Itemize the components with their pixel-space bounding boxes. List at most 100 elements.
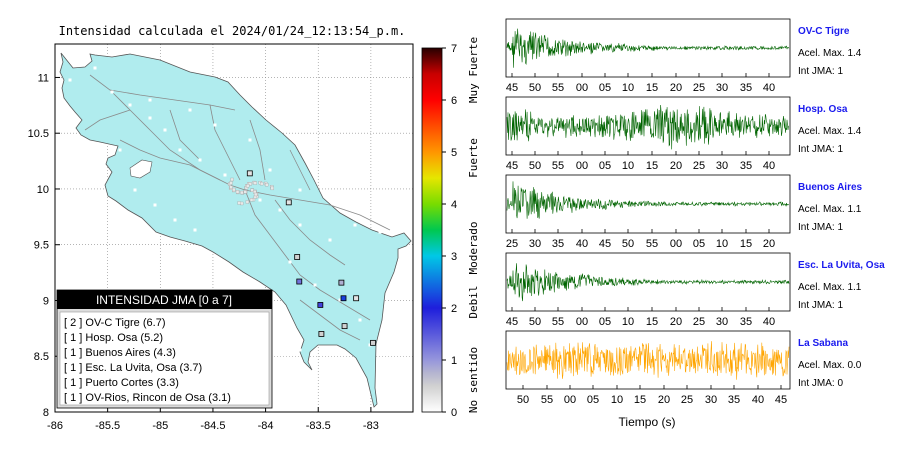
costa-rica-landmass bbox=[59, 52, 412, 408]
map-ytick-label: 9 bbox=[43, 295, 49, 307]
waveform-tick-label: 30 bbox=[716, 160, 728, 172]
waveform-int-jma: Int JMA: 1 bbox=[798, 66, 843, 77]
waveform-station-name: La Sabana bbox=[798, 338, 848, 349]
waveform-station-name: Hosp. Osa bbox=[798, 104, 848, 115]
map-ytick-label: 10 bbox=[37, 184, 49, 196]
waveform-tick-label: 30 bbox=[529, 238, 541, 250]
town-dot bbox=[230, 177, 234, 182]
station-marker bbox=[246, 170, 253, 177]
town-dot bbox=[278, 208, 282, 212]
waveform-acel-max: Acel. Max. 1.4 bbox=[798, 126, 862, 137]
legend-item: [ 2 ] OV-C Tigre (6.7) bbox=[64, 317, 165, 329]
road-line bbox=[289, 149, 311, 191]
legend-list-bg bbox=[59, 311, 270, 406]
town-markers bbox=[68, 66, 382, 352]
station-marker bbox=[341, 323, 348, 330]
town-dot bbox=[368, 343, 372, 347]
waveform-tick-label: 50 bbox=[622, 238, 634, 250]
waveform-tick-label: 15 bbox=[646, 316, 658, 328]
town-dot bbox=[173, 218, 177, 222]
colorbar-tick-label: 0 bbox=[451, 407, 457, 419]
waveform-tick-label: 50 bbox=[529, 316, 541, 328]
town-dot bbox=[198, 158, 202, 162]
legend-header bbox=[57, 290, 272, 309]
station-marker bbox=[318, 331, 325, 337]
waveform-tick-label: 05 bbox=[599, 82, 611, 94]
waveform-tick-label: 40 bbox=[576, 238, 588, 250]
town-dot bbox=[213, 123, 217, 127]
town-dot bbox=[237, 201, 241, 205]
map-xtick-label: -84.5 bbox=[200, 420, 225, 432]
town-dot bbox=[288, 260, 292, 264]
road-line bbox=[244, 189, 391, 231]
map-ytick-label: 9.5 bbox=[34, 240, 49, 252]
map-xtick-label: -84 bbox=[258, 420, 274, 432]
waveform-frame bbox=[505, 174, 791, 234]
waveform-tick-label: 10 bbox=[622, 316, 634, 328]
map-xtick-label: -83 bbox=[363, 420, 379, 432]
town-dot bbox=[128, 103, 132, 107]
town-dot bbox=[313, 283, 317, 287]
town-dot bbox=[163, 128, 167, 132]
intensity-legend: INTENSIDAD JMA [0 a 7] [ 2 ] OV-C Tigre … bbox=[56, 289, 273, 409]
road-line bbox=[169, 109, 201, 161]
town-dot bbox=[229, 185, 233, 189]
waveform-tick-label: 15 bbox=[634, 394, 646, 406]
road-line bbox=[209, 104, 241, 181]
waveform-tick-label: 30 bbox=[705, 394, 717, 406]
waveform-tick-label: 50 bbox=[517, 394, 529, 406]
colorbar-category-label: Fuerte bbox=[467, 138, 480, 178]
waveform-tick-label: 35 bbox=[740, 316, 752, 328]
legend-item: [ 1 ] Hosp. Osa (5.2) bbox=[64, 332, 163, 344]
waveform-tick-label: 45 bbox=[506, 316, 518, 328]
town-dot bbox=[246, 184, 250, 188]
waveform-tick-label: 35 bbox=[552, 238, 564, 250]
waveform-tick-label: 20 bbox=[670, 82, 682, 94]
town-dot bbox=[133, 188, 137, 192]
waveform-tick-label: 25 bbox=[693, 160, 705, 172]
waveform-tick-label: 05 bbox=[599, 316, 611, 328]
town-dot bbox=[328, 238, 332, 242]
map-ytick-label: 8.5 bbox=[34, 351, 49, 363]
colorbar-category-label: Debil bbox=[467, 285, 480, 318]
waveform-tick-label: 55 bbox=[552, 316, 564, 328]
town-dot bbox=[270, 186, 274, 191]
colorbar-tick-label: 5 bbox=[451, 147, 457, 159]
waveform-tick-label: 20 bbox=[763, 238, 775, 250]
map-frame bbox=[54, 43, 414, 413]
road-line bbox=[249, 119, 266, 181]
town-dot bbox=[229, 181, 233, 185]
waveform-trace bbox=[506, 28, 790, 68]
waveform-panel: 50 55 00 05 10 15 20 25 30 35 40 45 La Sabana Acel. M… bbox=[505, 330, 862, 406]
town-dot bbox=[298, 188, 302, 192]
waveform-frame bbox=[505, 96, 791, 156]
legend-item: [ 1 ] Esc. La Uvita, Osa (3.7) bbox=[64, 362, 202, 374]
colorbar-tick-label: 7 bbox=[451, 43, 457, 55]
waveform-tick-label: 10 bbox=[622, 82, 634, 94]
waveform-tick-label: 10 bbox=[716, 238, 728, 250]
colorbar-category-label: Moderado bbox=[467, 222, 480, 275]
waveform-tick-label: 00 bbox=[576, 160, 588, 172]
intensity-colorbar: 7 6 5 4 3 2 1 0 Muy Fuerte Fuerte Moderado Debil No … bbox=[421, 37, 480, 419]
waveform-tick-label: 40 bbox=[752, 394, 764, 406]
waveform-tick-label: 30 bbox=[716, 82, 728, 94]
town-dot bbox=[265, 183, 269, 187]
waveform-panel: 25 30 35 40 45 50 55 00 05 10 15 20 Buenos Aires Acel… bbox=[505, 174, 863, 250]
town-dot bbox=[223, 173, 227, 177]
waveform-xlabel: Tiempo (s) bbox=[619, 415, 676, 429]
town-dot bbox=[193, 228, 197, 232]
waveform-tick-label: 50 bbox=[529, 160, 541, 172]
road-line bbox=[84, 109, 131, 131]
waveform-tick-label: 05 bbox=[599, 160, 611, 172]
map-xtick-label: -86 bbox=[47, 420, 63, 432]
legend-item: [ 1 ] Buenos Aires (4.3) bbox=[64, 347, 176, 359]
town-dot bbox=[232, 187, 236, 192]
legend-item: [ 1 ] OV-Rios, Rincon de Osa (3.1) bbox=[64, 392, 231, 404]
waveform-tick-label: 10 bbox=[622, 160, 634, 172]
town-dot bbox=[298, 348, 302, 352]
waveform-tick-label: 25 bbox=[506, 238, 518, 250]
town-dot bbox=[378, 230, 382, 234]
town-dot bbox=[268, 168, 272, 172]
waveform-int-jma: Int JMA: 1 bbox=[798, 144, 843, 155]
